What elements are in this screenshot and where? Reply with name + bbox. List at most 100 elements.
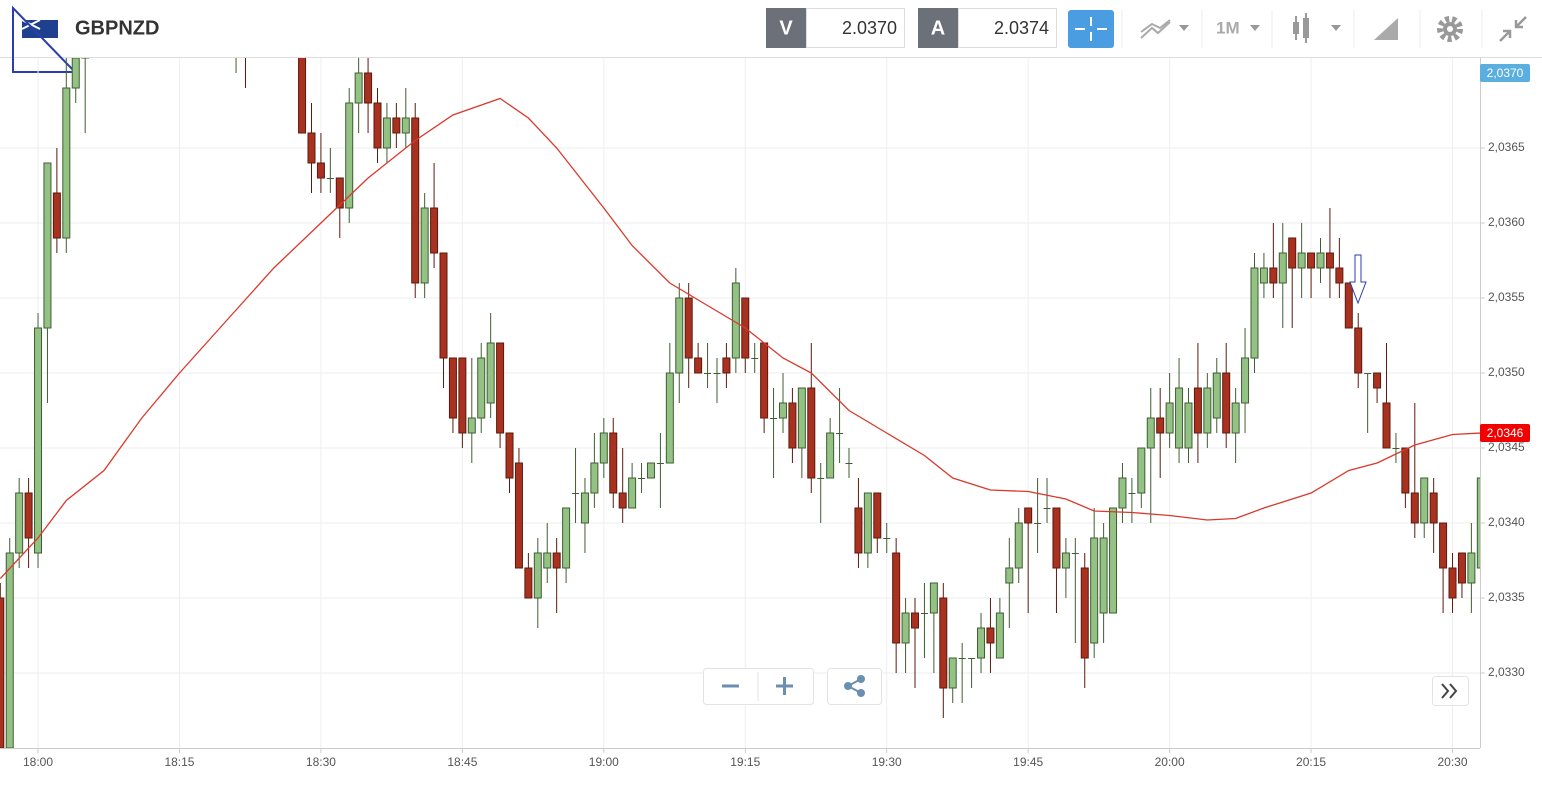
candle-body xyxy=(656,463,664,464)
candle-body xyxy=(1005,567,1014,584)
candle-body xyxy=(1099,537,1108,614)
settings-button[interactable] xyxy=(1437,16,1463,42)
candle-body xyxy=(1128,493,1136,494)
candle-body xyxy=(704,373,712,374)
candle-body xyxy=(411,117,420,284)
candle-body xyxy=(694,357,703,374)
candle-body xyxy=(543,552,552,569)
candle-body xyxy=(43,162,52,329)
candle-body xyxy=(628,477,637,509)
candle-style-button[interactable] xyxy=(1293,13,1309,43)
ask-badge[interactable] xyxy=(918,8,958,48)
candle-body xyxy=(1392,448,1400,449)
candle-body xyxy=(1382,402,1391,449)
share-button[interactable] xyxy=(844,675,865,697)
draw-tool-button[interactable] xyxy=(1374,18,1398,40)
candle-body xyxy=(751,358,759,359)
candle-body xyxy=(5,552,14,748)
candle-body xyxy=(1278,252,1287,284)
candle-body xyxy=(1457,552,1466,584)
crosshair-button[interactable] xyxy=(1068,10,1114,48)
candle-body xyxy=(1241,357,1250,404)
candle-body xyxy=(354,72,363,104)
candle-body xyxy=(807,387,816,479)
x-tick-label: 19:00 xyxy=(589,755,619,769)
candle-body xyxy=(1288,237,1297,269)
candle-body xyxy=(533,552,542,599)
candle-body xyxy=(873,492,882,539)
candle-body xyxy=(1410,492,1419,524)
candle-body xyxy=(684,297,693,359)
candle-body xyxy=(1401,447,1410,494)
candle-body xyxy=(1175,387,1184,449)
share-panel xyxy=(827,668,882,705)
icon-part xyxy=(1295,13,1307,43)
candle-body xyxy=(298,58,307,134)
dropdown-caret xyxy=(1250,25,1260,31)
x-tick-label: 20:00 xyxy=(1155,755,1185,769)
candle-body xyxy=(307,132,316,164)
candle-body xyxy=(1316,252,1325,269)
scroll-end-button[interactable] xyxy=(1432,676,1469,706)
candle-body xyxy=(968,658,976,659)
candle-body xyxy=(1250,267,1259,359)
candle-body xyxy=(15,492,24,554)
candle-body xyxy=(364,72,373,104)
share-icon xyxy=(857,675,865,683)
candle-body xyxy=(1467,552,1476,584)
candle-body xyxy=(760,342,769,419)
crosshair-icon xyxy=(1075,17,1107,41)
candle-body xyxy=(1344,282,1353,329)
bid-price: 2.0370 xyxy=(842,18,897,38)
candle-body xyxy=(24,492,33,539)
candle-body xyxy=(1222,372,1231,434)
candle-body xyxy=(467,417,476,434)
bid-label: V xyxy=(779,17,793,39)
x-tick-label: 18:15 xyxy=(164,755,194,769)
ask-label: A xyxy=(931,17,945,39)
candle-body xyxy=(892,552,901,644)
candle-body xyxy=(1090,537,1099,644)
candle-body xyxy=(836,433,844,434)
share-icon xyxy=(857,689,865,697)
candle-body xyxy=(1203,387,1212,434)
candle-body xyxy=(599,432,608,464)
y-tick-label: 2,0350 xyxy=(1488,365,1525,379)
candle-body xyxy=(1373,372,1382,389)
ask-box[interactable] xyxy=(958,8,1057,48)
candle-body xyxy=(1212,372,1221,419)
candle-body xyxy=(34,327,43,554)
price-tag-label: 2,0346 xyxy=(1487,426,1524,440)
x-tick-label: 20:15 xyxy=(1296,755,1326,769)
bid-badge[interactable] xyxy=(766,8,806,48)
candle-body xyxy=(939,597,948,689)
candle-body xyxy=(316,162,325,179)
bid-box[interactable] xyxy=(806,8,905,48)
candle-body xyxy=(477,357,486,419)
x-tick-label: 19:30 xyxy=(872,755,902,769)
y-tick-label: 2,0345 xyxy=(1488,440,1525,454)
candle-body xyxy=(345,102,354,209)
candle-body xyxy=(401,117,410,134)
candle-body xyxy=(986,627,995,644)
zoom-in-button[interactable] xyxy=(776,677,793,695)
candle-body xyxy=(722,357,731,374)
chart-type-button[interactable] xyxy=(1140,19,1171,39)
candle-body xyxy=(1061,552,1070,569)
price-tag xyxy=(1480,424,1530,442)
toolbar: GBPNZD V 2.0370 A 2.0374 1M xyxy=(0,0,1542,73)
candle-body xyxy=(1335,267,1344,284)
price-tag-label: 2,0370 xyxy=(1487,66,1524,80)
candle-body xyxy=(797,387,806,449)
plot-area xyxy=(0,58,1480,748)
candle-body xyxy=(1476,477,1480,569)
candle-body xyxy=(977,627,986,659)
timeframe-button[interactable]: 1M xyxy=(1216,18,1240,37)
candle-body xyxy=(1307,252,1316,269)
y-tick-label: 2,0340 xyxy=(1488,515,1525,529)
candle-body xyxy=(646,462,655,479)
x-tick-label: 20:30 xyxy=(1438,755,1468,769)
fullscreen-button[interactable] xyxy=(1499,16,1527,42)
